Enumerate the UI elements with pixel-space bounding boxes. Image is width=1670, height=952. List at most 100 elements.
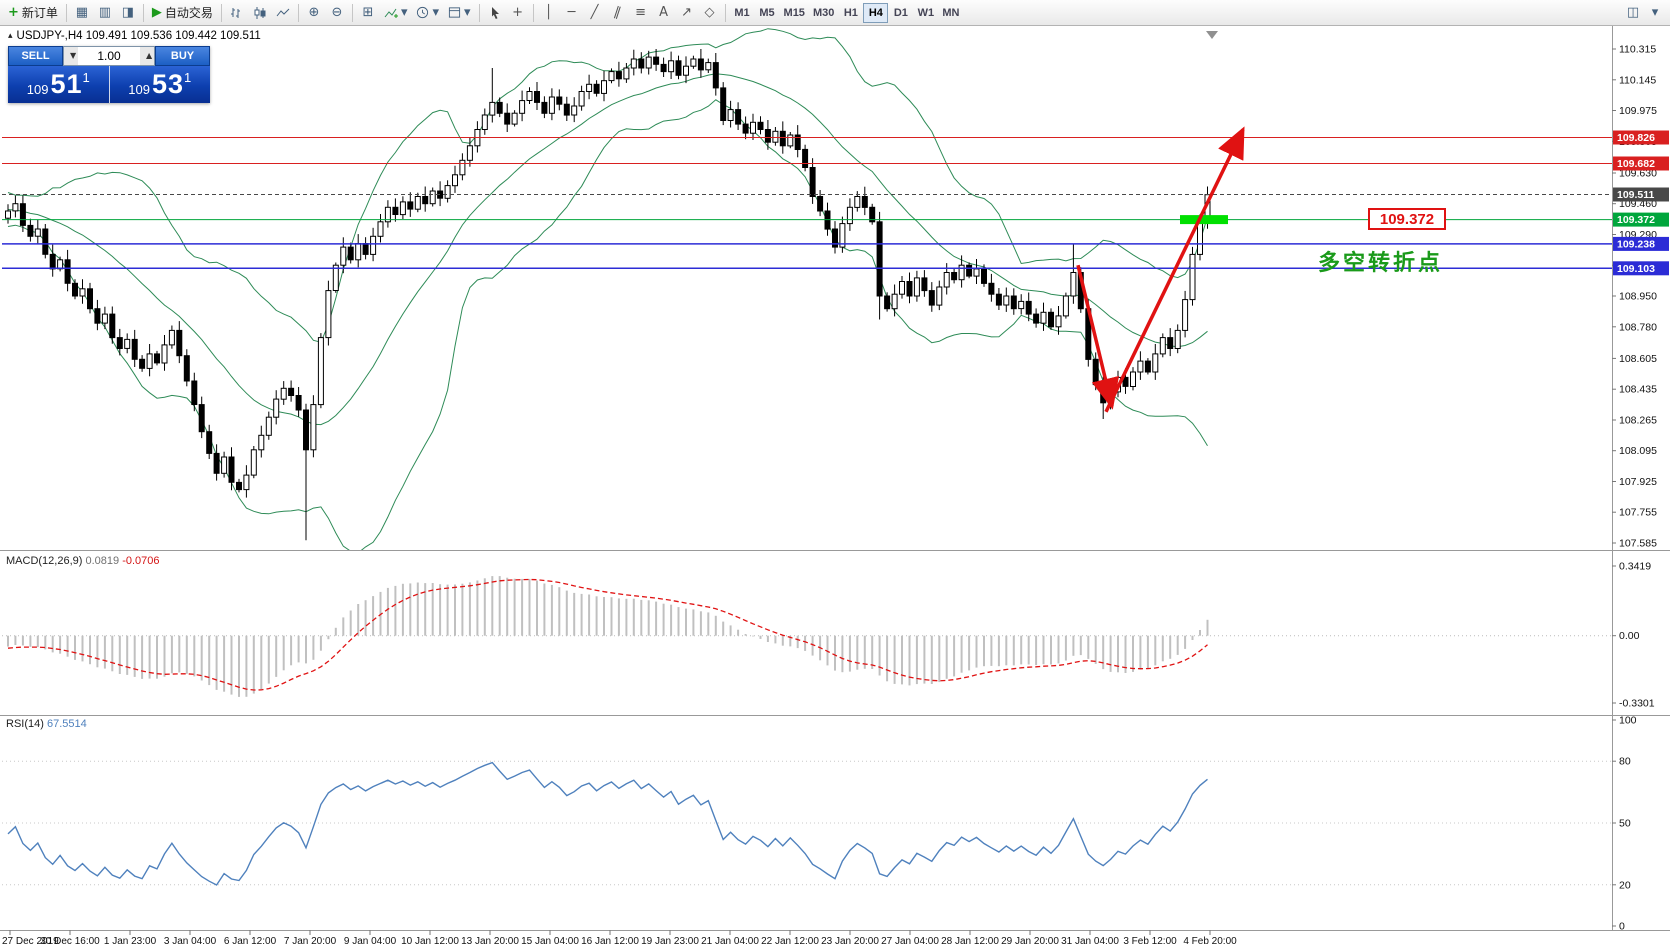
zoom-in-button[interactable]: ⊕ [303,2,325,24]
collapse-icon[interactable]: ▴ [8,31,13,41]
fibonacci-button[interactable]: ≡ [630,2,652,24]
arrow-tool-button[interactable]: ↗ [676,2,698,24]
panel-separators[interactable] [0,550,1670,931]
timeframe-m15-button[interactable]: M15 [780,3,809,23]
text-tool-button[interactable]: A [653,2,675,24]
line-chart-button[interactable] [272,2,294,24]
svg-text:27 Jan 04:00: 27 Jan 04:00 [881,936,939,947]
cursor-button[interactable] [484,2,506,24]
rsi-line [7,761,1208,886]
auto-trading-button[interactable]: ▶ 自动交易 [148,2,217,24]
price-annotation-box[interactable]: 109.372 [1368,208,1446,230]
more-menu-icon: ▾ [1651,5,1659,20]
sell-button[interactable]: SELL [8,46,63,66]
horizontal-line-icon: ─ [567,5,576,20]
trend-arrow-1[interactable] [1076,264,1120,410]
price-tag-109.238 [1613,236,1669,251]
symbol-ohlc-label: ▴ USDJPY-,H4 109.491 109.536 109.442 109… [8,30,261,42]
channel-icon: ∥ [612,4,623,21]
candles-layer [5,49,1211,541]
price-tag-109.103 [1613,261,1669,276]
timeframe-h4-button[interactable]: H4 [863,2,889,23]
turning-point-note[interactable]: 多空转折点 [1318,250,1444,275]
trendline-icon: ╱ [590,5,599,20]
svg-text:19 Jan 23:00: 19 Jan 23:00 [641,936,699,947]
svg-text:108.095: 108.095 [1619,445,1657,457]
zoom-out-button[interactable]: ⊖ [326,2,348,24]
channel-button[interactable]: ∥ [607,2,629,24]
auto-trading-play-icon: ▶ [151,5,162,20]
tile-windows-button[interactable]: ⊞ [357,2,379,24]
svg-text:109.238: 109.238 [1617,238,1655,250]
timeframe-mn-button[interactable]: MN [938,3,963,23]
toolbar-separator [220,3,222,22]
chart-window[interactable]: 110.315110.145109.975109.805109.630109.4… [0,26,1670,952]
bollinger-band-u [7,28,1208,343]
svg-text:30 Dec 16:00: 30 Dec 16:00 [40,936,100,947]
macd-panel[interactable] [2,576,1612,697]
svg-text:109.372: 109.372 [1617,214,1655,226]
toolbar-separator [724,3,726,22]
timeframe-m1-button[interactable]: M1 [730,3,755,23]
svg-text:15 Jan 04:00: 15 Jan 04:00 [521,936,579,947]
main-price-panel[interactable] [2,28,1612,553]
charts-tile-button[interactable]: ▦ [71,2,93,24]
timeframe-w1-button[interactable]: W1 [913,3,938,23]
svg-text:108.605: 108.605 [1619,353,1657,365]
price-tag-109.372 [1613,212,1669,227]
svg-text:21 Jan 04:00: 21 Jan 04:00 [701,936,759,947]
new-order-button[interactable]: + 新订单 [4,2,62,24]
candlestick-chart-button[interactable] [249,2,271,24]
svg-text:107.755: 107.755 [1619,507,1657,519]
shapes-tool-icon: ◇ [704,5,715,20]
tile-windows-icon: ⊞ [362,5,374,20]
svg-text:4 Feb 20:00: 4 Feb 20:00 [1183,936,1237,947]
svg-text:108.780: 108.780 [1619,321,1657,333]
timeframe-m30-button[interactable]: M30 [809,3,838,23]
price-tag-109.826 [1613,130,1669,145]
svg-text:31 Jan 04:00: 31 Jan 04:00 [1061,936,1119,947]
volume-up-button[interactable]: ▲ [140,47,154,65]
symbol-ohlc-text: USDJPY-,H4 109.491 109.536 109.442 109.5… [16,30,261,42]
sell-price[interactable]: 109 51 1 [8,66,109,103]
macd-indicator-label: MACD(12,26,9) 0.0819 -0.0706 [6,555,160,567]
shapes-tool-button[interactable]: ◇ [699,2,721,24]
svg-text:108.435: 108.435 [1619,384,1657,396]
indicators-icon [384,8,398,18]
svg-text:7 Jan 20:00: 7 Jan 20:00 [284,936,337,947]
volume-input[interactable] [78,47,140,65]
timeframe-m5-button[interactable]: M5 [755,3,780,23]
volume-down-button[interactable]: ▼ [64,47,78,65]
svg-text:50: 50 [1619,818,1631,830]
candlestick-chart-icon [254,6,266,19]
chart-canvas[interactable]: 110.315110.145109.975109.805109.630109.4… [0,26,1670,952]
trendline-button[interactable]: ╱ [584,2,606,24]
rsi-panel[interactable] [2,760,1612,886]
profiles-button[interactable]: ▥ [94,2,116,24]
timeframe-group: M1 M5 M15 M30 H1 H4 D1 W1 MN [730,2,964,23]
new-window-button[interactable]: ◫ [1622,2,1644,24]
svg-text:23 Jan 20:00: 23 Jan 20:00 [821,936,879,947]
vertical-line-button[interactable]: │ [538,2,560,24]
support-zone-highlight[interactable] [1180,215,1228,225]
indicators-button[interactable]: ▾ [380,2,412,24]
timeframe-h1-button[interactable]: H1 [838,3,863,23]
data-window-button[interactable]: ◨ [117,2,139,24]
templates-dropdown-button[interactable]: ▾ [444,2,475,24]
volume-control: ▼ ▲ [63,46,155,66]
buy-price[interactable]: 109 53 1 [109,66,210,103]
crosshair-button[interactable]: + [507,2,529,24]
horizontal-line-button[interactable]: ─ [561,2,583,24]
svg-text:107.585: 107.585 [1619,538,1657,550]
trend-arrow-2[interactable] [1104,126,1245,413]
buy-button[interactable]: BUY [155,46,210,66]
svg-text:109.826: 109.826 [1617,132,1655,144]
chart-shift-marker[interactable] [1206,31,1218,39]
more-menu-button[interactable]: ▾ [1644,2,1666,24]
price-axis[interactable]: 110.315110.145109.975109.805109.630109.4… [1612,26,1669,933]
periods-dropdown-button[interactable]: ▾ [412,2,443,24]
bar-chart-button[interactable] [226,2,248,24]
timeframe-d1-button[interactable]: D1 [888,3,913,23]
